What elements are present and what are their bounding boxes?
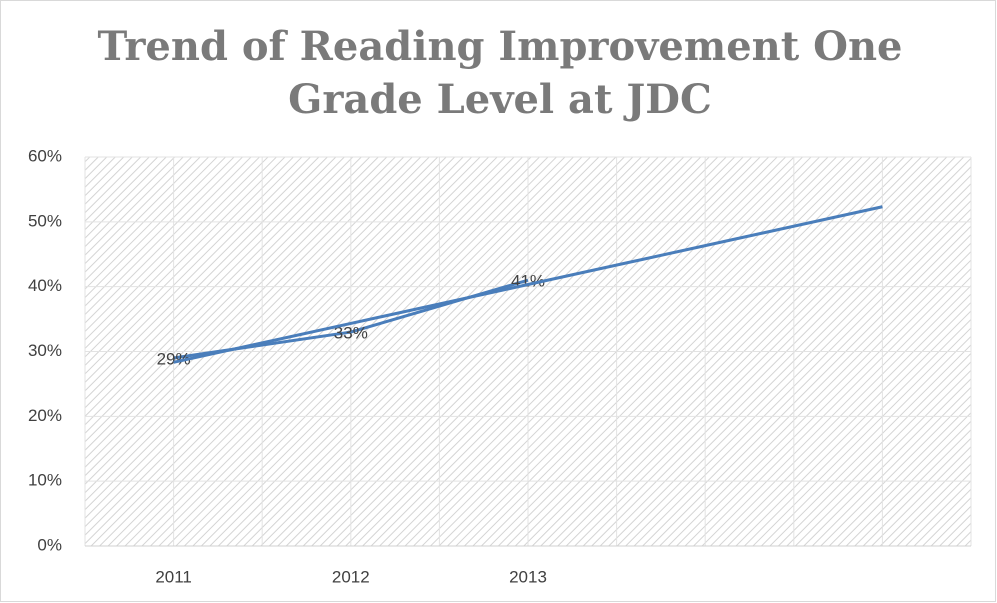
series-line — [173, 205, 883, 364]
x-tick-label: 2013 — [509, 567, 547, 586]
data-label: 29% — [157, 349, 191, 368]
y-tick-label: 20% — [28, 406, 62, 425]
y-tick-label: 30% — [28, 341, 62, 360]
chart-title: Trend of Reading Improvement One — [98, 23, 903, 70]
x-tick-label: 2012 — [332, 567, 370, 586]
y-tick-label: 40% — [28, 276, 62, 295]
x-tick-label: 2011 — [155, 567, 192, 586]
chart-title: Grade Level at JDC — [288, 76, 712, 123]
y-tick-label: 10% — [28, 471, 62, 490]
y-tick-label: 50% — [28, 211, 62, 230]
data-label: 33% — [334, 324, 368, 343]
y-tick-label: 60% — [28, 146, 62, 165]
y-tick-label: 0% — [37, 535, 62, 554]
